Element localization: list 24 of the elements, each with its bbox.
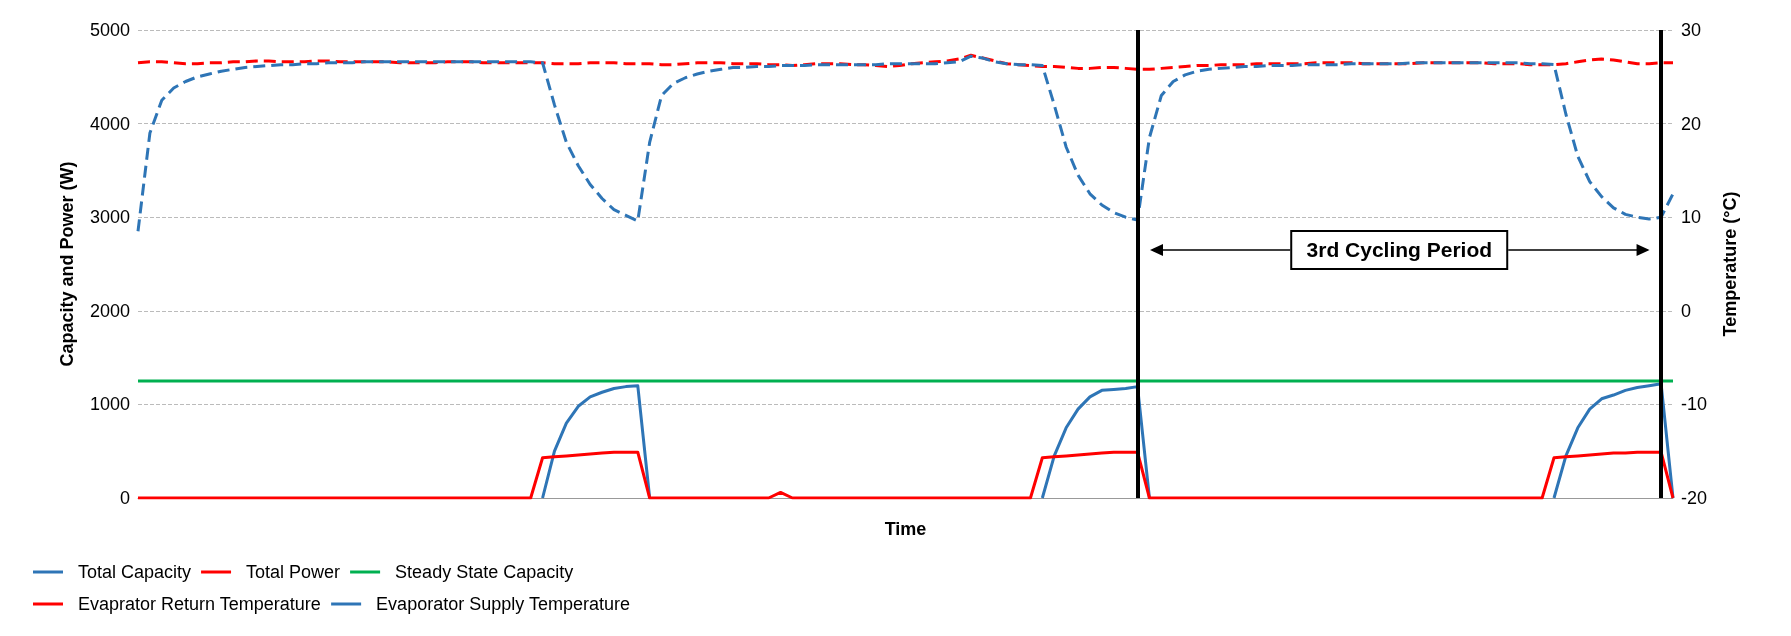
legend-label: Evaporator Supply Temperature <box>376 594 630 614</box>
legend-label: Evaprator Return Temperature <box>78 594 321 614</box>
legend-label: Total Power <box>246 562 341 582</box>
line-series <box>136 54 1675 233</box>
y-tick-label: 1000 <box>89 394 130 415</box>
y-tick-label: 4000 <box>89 113 130 134</box>
y-tick-label: 3000 <box>89 207 130 228</box>
y-tick-label: 5000 <box>89 20 130 40</box>
y2-axis-title: Temperature (°C) <box>1720 191 1740 337</box>
legend-label: Total Capacity <box>78 562 192 582</box>
y2-tick-label: -20 <box>1681 488 1708 508</box>
y-axis-title: Capacity and Power (W) <box>57 161 77 367</box>
y-tick-label: 0 <box>119 488 130 508</box>
y2-tick-label: 30 <box>1681 20 1702 40</box>
y2-tick-label: -10 <box>1681 394 1708 415</box>
y2-tick-label: 0 <box>1681 300 1692 321</box>
y2-tick-label: 20 <box>1681 113 1702 134</box>
x-axis-title: Time <box>884 519 927 539</box>
line-series <box>136 450 1675 500</box>
y2-tick-label: 10 <box>1681 207 1702 228</box>
line-series <box>136 53 1675 71</box>
legend-label: Steady State Capacity <box>395 562 574 582</box>
annotation: 3rd Cycling Period <box>1290 229 1509 270</box>
y-tick-label: 2000 <box>89 300 130 321</box>
